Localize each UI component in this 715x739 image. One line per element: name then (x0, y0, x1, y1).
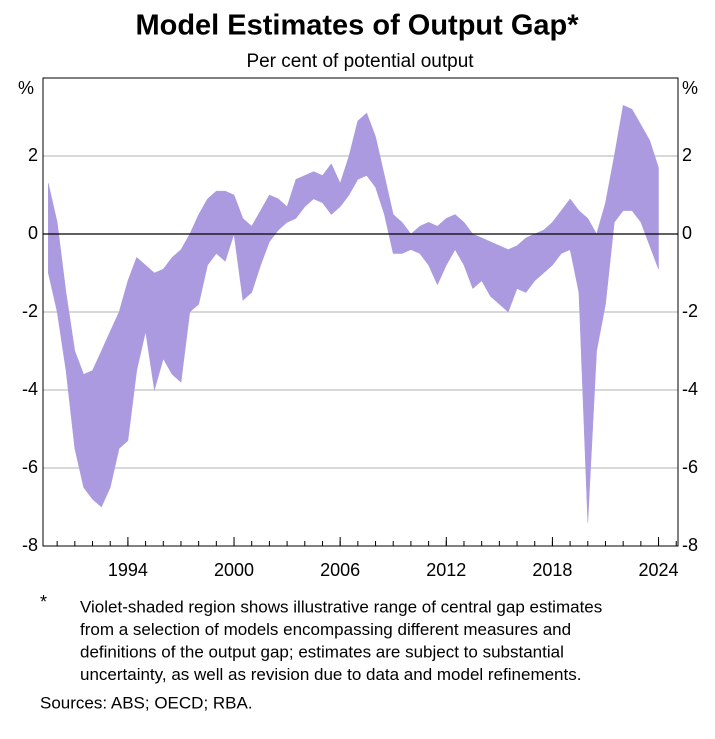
y-axis-label: % (18, 78, 34, 98)
chart-title: Model Estimates of Output Gap* (135, 10, 579, 42)
note-line: Violet-shaded region shows illustrative … (80, 597, 602, 616)
y2-axis-label: % (682, 78, 698, 98)
x-tick-label: 1994 (108, 560, 148, 580)
note-line: uncertainty, as well as revision due to … (80, 665, 581, 684)
note-mark: * (40, 592, 47, 612)
y2-tick-label: -8 (682, 535, 698, 555)
y-tick-label: 0 (28, 223, 38, 243)
y-tick-label: -6 (22, 457, 38, 477)
y-tick-label: -2 (22, 301, 38, 321)
y2-tick-label: -4 (682, 379, 698, 399)
y-tick-label: 2 (28, 145, 38, 165)
x-tick-label: 2018 (532, 560, 572, 580)
note-line: definitions of the output gap; estimates… (80, 642, 564, 661)
y2-tick-label: 0 (682, 223, 692, 243)
y2-tick-label: 2 (682, 145, 692, 165)
sources: Sources: ABS; OECD; RBA. (40, 693, 253, 712)
y2-tick-label: -2 (682, 301, 698, 321)
x-tick-label: 2024 (639, 560, 679, 580)
chart-subtitle: Per cent of potential output (246, 51, 474, 72)
y-tick-label: -4 (22, 379, 38, 399)
y2-tick-label: -6 (682, 457, 698, 477)
x-tick-label: 2000 (214, 560, 254, 580)
range-band (48, 104, 659, 523)
x-tick-label: 2006 (320, 560, 360, 580)
x-tick-label: 2012 (426, 560, 466, 580)
plot-frame (42, 77, 679, 547)
y-tick-label: -8 (22, 535, 38, 555)
note-line: from a selection of models encompassing … (80, 620, 571, 639)
